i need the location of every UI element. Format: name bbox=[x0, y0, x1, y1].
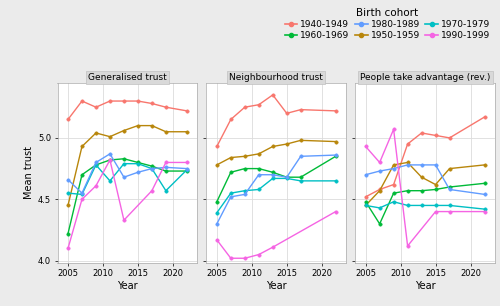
Title: Generalised trust: Generalised trust bbox=[88, 73, 167, 82]
Legend: 1940-1949, 1960-1969, 1980-1989, 1950-1959, 1970-1979, 1990-1999: 1940-1949, 1960-1969, 1980-1989, 1950-19… bbox=[284, 8, 490, 40]
Title: People take advantage (rev.): People take advantage (rev.) bbox=[360, 73, 490, 82]
X-axis label: Year: Year bbox=[266, 281, 286, 291]
X-axis label: Year: Year bbox=[117, 281, 138, 291]
X-axis label: Year: Year bbox=[415, 281, 436, 291]
Title: Neighbourhood trust: Neighbourhood trust bbox=[230, 73, 323, 82]
Y-axis label: Mean trust: Mean trust bbox=[24, 146, 34, 200]
